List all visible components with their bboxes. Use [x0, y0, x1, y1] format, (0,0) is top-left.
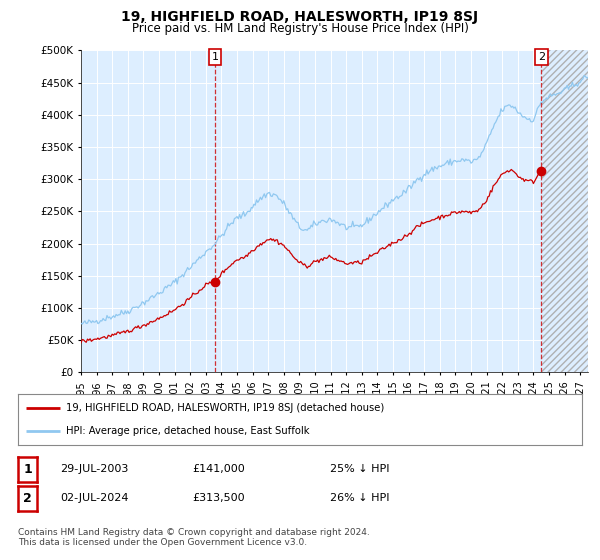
Text: Contains HM Land Registry data © Crown copyright and database right 2024.
This d: Contains HM Land Registry data © Crown c… [18, 528, 370, 547]
Bar [542, 50, 588, 372]
Text: 1: 1 [23, 463, 32, 476]
Text: 19, HIGHFIELD ROAD, HALESWORTH, IP19 8SJ (detached house): 19, HIGHFIELD ROAD, HALESWORTH, IP19 8SJ… [66, 403, 384, 413]
Text: HPI: Average price, detached house, East Suffolk: HPI: Average price, detached house, East… [66, 426, 310, 436]
Text: 26% ↓ HPI: 26% ↓ HPI [330, 493, 389, 503]
Text: £313,500: £313,500 [192, 493, 245, 503]
Text: 25% ↓ HPI: 25% ↓ HPI [330, 464, 389, 474]
Text: 29-JUL-2003: 29-JUL-2003 [60, 464, 128, 474]
Text: £141,000: £141,000 [192, 464, 245, 474]
Text: 19, HIGHFIELD ROAD, HALESWORTH, IP19 8SJ: 19, HIGHFIELD ROAD, HALESWORTH, IP19 8SJ [121, 10, 479, 24]
Bar [542, 50, 588, 372]
Text: 2: 2 [538, 52, 545, 62]
Text: 02-JUL-2024: 02-JUL-2024 [60, 493, 128, 503]
Text: 2: 2 [23, 492, 32, 505]
Text: Price paid vs. HM Land Registry's House Price Index (HPI): Price paid vs. HM Land Registry's House … [131, 22, 469, 35]
Text: 1: 1 [211, 52, 218, 62]
